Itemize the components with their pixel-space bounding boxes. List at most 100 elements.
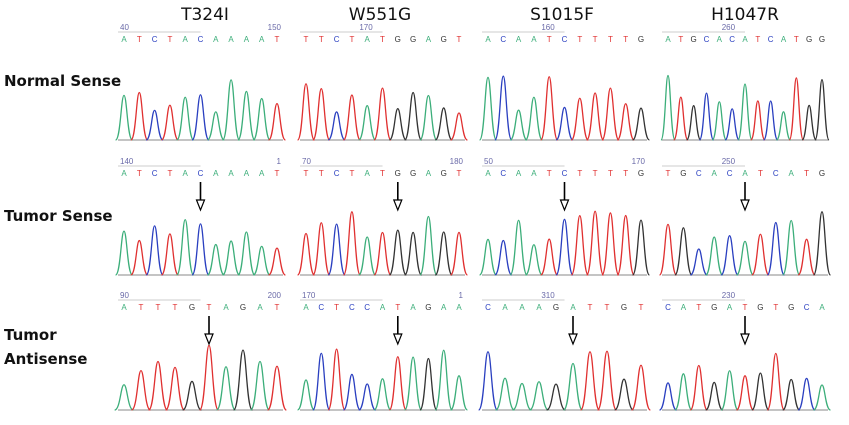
trace-peak [762, 100, 779, 141]
trace-peak [698, 92, 715, 141]
trace-peak [182, 380, 202, 411]
trace-peak [327, 223, 346, 276]
base-call: A [781, 35, 787, 44]
base-call: G [711, 303, 717, 312]
base-call: A [121, 169, 127, 178]
base-call: A [502, 303, 508, 312]
trace-peak [434, 231, 453, 276]
trace-peak [631, 107, 651, 141]
base-call: T [588, 303, 593, 312]
trace-peak [148, 360, 168, 411]
base-call: T [678, 35, 683, 44]
trace-peak [160, 104, 179, 141]
base-call: T [156, 303, 161, 312]
row-label: Tumor [4, 326, 57, 344]
trace-peak [419, 215, 438, 276]
base-call: T [804, 169, 809, 178]
mutation-arrowhead [740, 199, 750, 212]
base-call: G [788, 303, 794, 312]
position-number: 170 [302, 291, 316, 300]
base-call: C [500, 35, 506, 44]
base-call: T [319, 35, 324, 44]
base-call: A [712, 169, 718, 178]
trace-peak [580, 351, 600, 411]
trace-peak [705, 381, 724, 411]
base-call: A [259, 35, 265, 44]
base-call: G [441, 35, 447, 44]
trace-peak [358, 104, 377, 141]
base-call: T [319, 169, 324, 178]
base-call: G [395, 169, 401, 178]
base-call: C [198, 169, 204, 178]
base-call: A [426, 169, 432, 178]
base-call: C [562, 169, 568, 178]
trace-peak [373, 231, 392, 276]
base-call: A [742, 169, 748, 178]
base-call: T [547, 169, 552, 178]
base-call: G [691, 35, 697, 44]
trace-peak [327, 111, 346, 141]
trace-peak [199, 344, 219, 411]
position-number: 260 [722, 23, 736, 32]
base-call: C [729, 35, 735, 44]
trace-peak [659, 382, 677, 411]
base-call: G [819, 35, 825, 44]
mutation-arrowhead [392, 199, 403, 212]
trace-peak [724, 108, 740, 141]
trace-peak [775, 111, 792, 141]
base-call: A [426, 35, 432, 44]
base-call: T [275, 169, 280, 178]
trace-peak [216, 366, 236, 411]
base-call: C [773, 169, 779, 178]
base-call: A [681, 303, 687, 312]
trace-peak [222, 79, 241, 141]
trace-peak [689, 248, 708, 276]
base-call: A [516, 169, 522, 178]
position-number: 180 [450, 157, 464, 166]
base-call: T [457, 35, 462, 44]
base-call: A [365, 169, 371, 178]
trace-peak [540, 76, 559, 141]
trace-peak [751, 372, 770, 411]
trace-peak [546, 383, 566, 411]
trace-peak [327, 348, 346, 411]
column-header: H1047R [711, 5, 779, 25]
trace-peak [512, 382, 532, 411]
base-call: T [743, 303, 748, 312]
trace-peak [268, 247, 286, 276]
trace-peak [711, 101, 728, 141]
trace-peak [631, 219, 651, 276]
trace-peak [237, 231, 256, 276]
position-number: 150 [268, 23, 282, 32]
base-call: A [519, 303, 525, 312]
trace-peak [660, 74, 676, 141]
trace-peak [373, 378, 392, 411]
trace-peak [478, 238, 498, 276]
position-number: 170 [359, 23, 373, 32]
base-call: T [304, 169, 309, 178]
trace-peak [250, 360, 270, 411]
base-call: T [167, 169, 172, 178]
trace-peak [495, 377, 515, 411]
base-call: T [593, 169, 598, 178]
position-number: 70 [302, 157, 311, 166]
base-call: T [275, 303, 280, 312]
trace-peak [766, 352, 785, 411]
position-number: 1 [277, 157, 282, 166]
base-call: T [696, 303, 701, 312]
base-call: A [213, 169, 219, 178]
trace-peak [813, 384, 831, 411]
trace-peak [751, 233, 770, 276]
base-call: A [570, 303, 576, 312]
trace-peak [176, 218, 195, 276]
base-call: T [639, 303, 644, 312]
base-call: C [727, 169, 733, 178]
trace-peak [812, 211, 832, 276]
position-number: 310 [541, 291, 555, 300]
base-call: A [665, 35, 671, 44]
trace-peak [737, 83, 753, 141]
trace-peak [222, 240, 241, 276]
trace-peak [601, 212, 620, 276]
trace-peak [797, 238, 816, 276]
mutation-arrowhead [204, 333, 214, 346]
